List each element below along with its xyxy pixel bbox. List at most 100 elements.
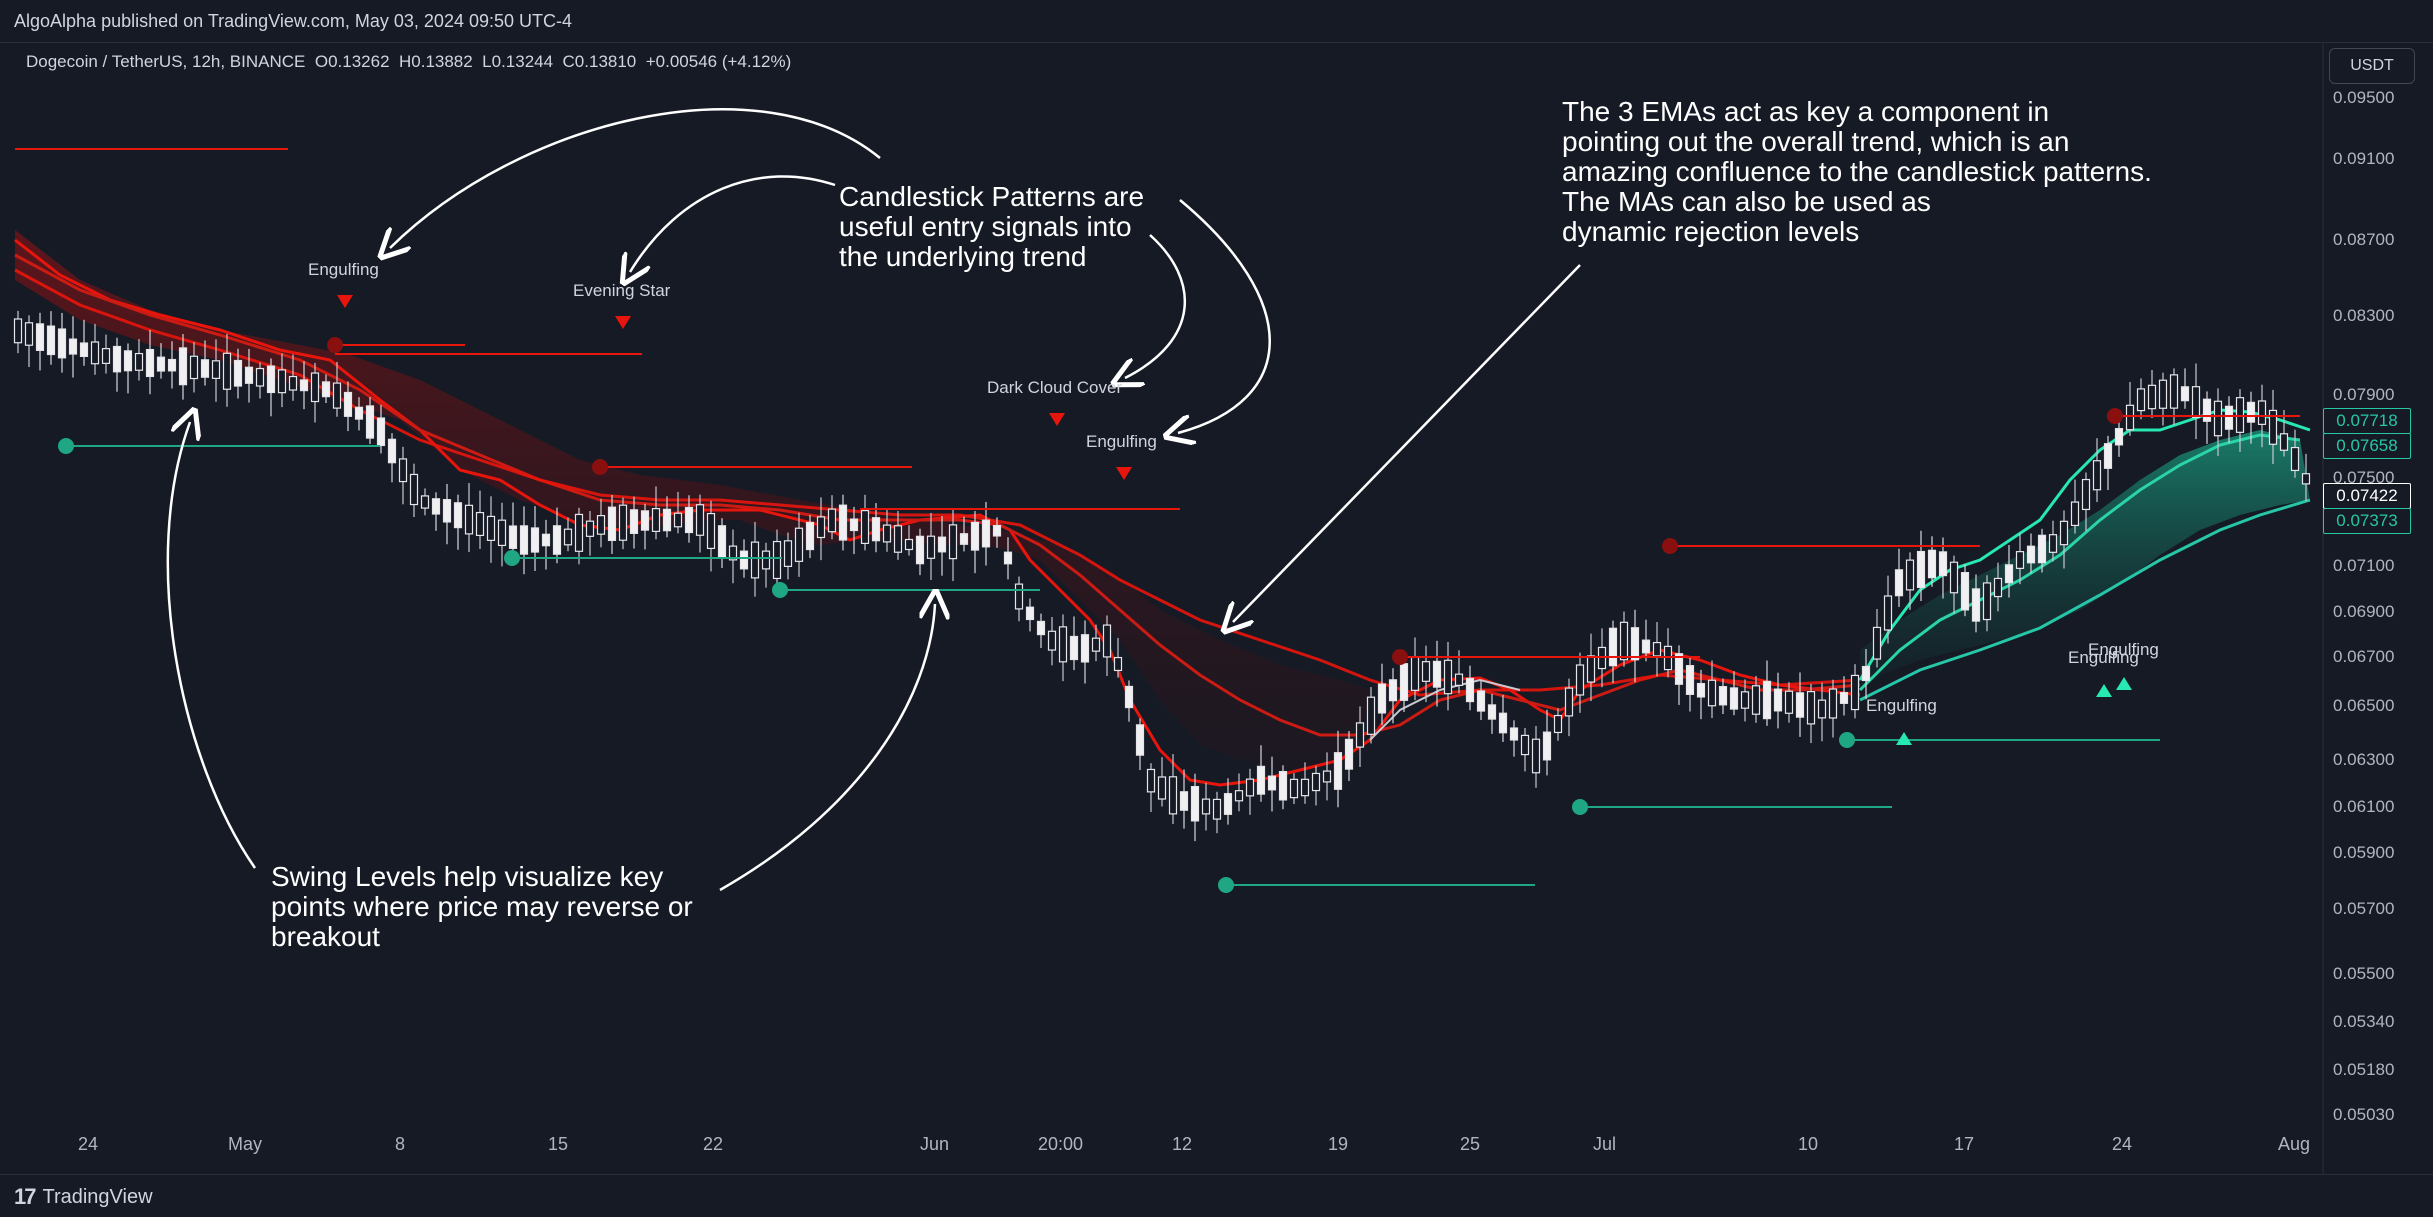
candle-body bbox=[2213, 400, 2223, 437]
time-axis-label: 8 bbox=[395, 1134, 406, 1154]
candle-body bbox=[475, 511, 485, 537]
candle-body bbox=[1718, 686, 1728, 706]
candle-body bbox=[211, 360, 221, 379]
ema-bull-slow bbox=[1859, 498, 2311, 702]
candle-body bbox=[1916, 550, 1926, 589]
candle-body bbox=[728, 545, 738, 561]
candle-body bbox=[310, 372, 320, 403]
candle-body bbox=[1839, 692, 1849, 704]
candle-body bbox=[2103, 443, 2113, 469]
candle-body bbox=[178, 347, 188, 386]
candle-body bbox=[1729, 687, 1739, 710]
arrow-to-evening-star bbox=[630, 175, 836, 272]
candle-body bbox=[1267, 775, 1277, 791]
candle-body bbox=[101, 348, 111, 364]
ohlc-close: C0.13810 bbox=[562, 52, 637, 71]
candle-body bbox=[1828, 688, 1838, 719]
candle-body bbox=[1696, 682, 1706, 698]
candle-body bbox=[596, 515, 606, 535]
candle-body bbox=[2070, 501, 2080, 527]
candle-body bbox=[1278, 770, 1288, 801]
candle-body bbox=[222, 352, 232, 390]
chart-area[interactable] bbox=[0, 42, 2433, 1174]
ema-transition bbox=[1369, 678, 1521, 741]
price-axis-label: 0.05500 bbox=[2333, 964, 2395, 983]
candle-body bbox=[1927, 549, 1937, 579]
candle-body bbox=[1795, 692, 1805, 718]
triangle-down-icon bbox=[1116, 467, 1132, 480]
triangle-down-icon bbox=[615, 316, 631, 329]
triangle-up-icon bbox=[2096, 684, 2112, 697]
candle-body bbox=[442, 499, 452, 523]
candle-body bbox=[2191, 386, 2201, 418]
candle-body bbox=[1212, 798, 1222, 820]
publisher-text: AlgoAlpha published on TradingView.com, … bbox=[14, 11, 573, 31]
resistance-dots bbox=[327, 337, 2123, 665]
candle-body bbox=[2268, 409, 2278, 445]
price-axis-label: 0.05340 bbox=[2333, 1012, 2395, 1031]
candle-body bbox=[288, 375, 298, 391]
candle-body bbox=[134, 352, 144, 371]
candle-body bbox=[68, 338, 78, 355]
candle-body bbox=[1410, 656, 1420, 691]
candle-body bbox=[1432, 660, 1442, 688]
price-axis-label: 0.06100 bbox=[2333, 797, 2395, 816]
tradingview-logo[interactable]: 17 TradingView bbox=[14, 1184, 153, 1210]
candle-body bbox=[2136, 388, 2146, 412]
candle-body bbox=[827, 508, 837, 533]
candle-body bbox=[1388, 679, 1398, 702]
resistance-levels bbox=[15, 148, 2300, 658]
candle-body bbox=[1476, 690, 1486, 712]
candle-body bbox=[112, 345, 122, 373]
candle-body bbox=[1168, 776, 1178, 815]
pattern-label: Engulfing bbox=[1086, 432, 1157, 451]
price-axis-label: 0.06500 bbox=[2333, 696, 2395, 715]
candle-body bbox=[662, 508, 672, 532]
candle-body bbox=[1421, 661, 1431, 682]
candle-body bbox=[2015, 551, 2025, 569]
candle-body bbox=[2180, 386, 2190, 402]
pattern-label: Engulfing bbox=[1866, 696, 1937, 715]
time-axis-label: Jul bbox=[1593, 1134, 1617, 1154]
ema-fast bbox=[14, 238, 1861, 787]
candle-body bbox=[783, 540, 793, 567]
candle-body bbox=[552, 525, 562, 555]
candle-body bbox=[1949, 561, 1959, 594]
arrow-emas bbox=[1233, 264, 1581, 622]
candle-body bbox=[992, 524, 1002, 537]
candle-body bbox=[838, 504, 848, 541]
candle-body bbox=[167, 358, 177, 372]
candle-body bbox=[2257, 400, 2267, 425]
publisher-bar: AlgoAlpha published on TradingView.com, … bbox=[0, 0, 2433, 43]
candle-body bbox=[1223, 793, 1233, 815]
candle-body bbox=[2279, 433, 2289, 451]
candle-body bbox=[1377, 683, 1387, 714]
candle-body bbox=[673, 512, 683, 528]
price-axis-label: 0.05900 bbox=[2333, 843, 2395, 862]
candle-body bbox=[1938, 551, 1948, 577]
candle-body bbox=[2114, 428, 2124, 446]
candle-body bbox=[1652, 641, 1662, 657]
candle-body bbox=[1509, 727, 1519, 741]
candle-body bbox=[904, 538, 914, 551]
candle-body bbox=[156, 356, 166, 372]
candle-body bbox=[332, 382, 342, 409]
candle-body bbox=[1025, 606, 1035, 621]
candle-body bbox=[1245, 778, 1255, 797]
candle-body bbox=[1762, 680, 1772, 720]
symbol-legend[interactable]: Dogecoin / TetherUS, 12h, BINANCE O0.132… bbox=[26, 52, 791, 72]
candle-body bbox=[2301, 473, 2311, 485]
candle-body bbox=[1157, 776, 1167, 800]
candle-body bbox=[739, 550, 749, 570]
candle-body bbox=[684, 506, 694, 534]
candle-body bbox=[860, 509, 870, 545]
candle-body bbox=[200, 359, 210, 378]
ohlc-change: +0.00546 (+4.12%) bbox=[645, 52, 792, 71]
currency-button[interactable]: USDT bbox=[2329, 48, 2415, 84]
pattern-label: Engulfing bbox=[308, 260, 379, 279]
price-chart[interactable] bbox=[0, 42, 2433, 1174]
candle-body bbox=[1806, 691, 1816, 725]
candle-body bbox=[1399, 663, 1409, 701]
candle-body bbox=[1641, 639, 1651, 654]
candle-body bbox=[805, 521, 815, 551]
